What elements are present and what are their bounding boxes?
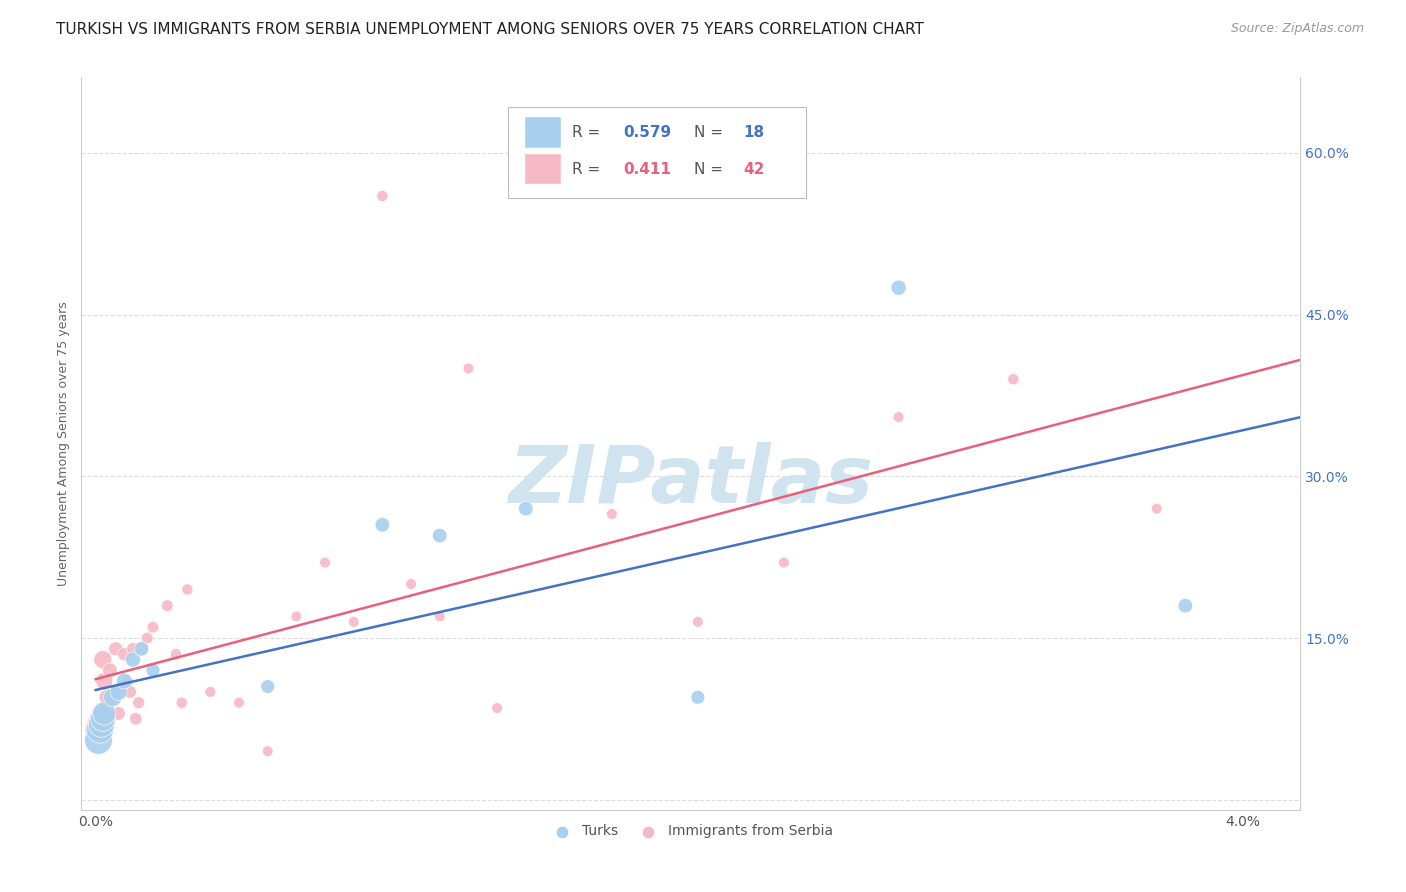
Text: 42: 42	[744, 161, 765, 177]
Point	[136, 631, 159, 645]
Point	[429, 609, 451, 624]
Point	[98, 664, 121, 678]
Point	[429, 528, 451, 542]
Text: Source: ZipAtlas.com: Source: ZipAtlas.com	[1230, 22, 1364, 36]
Point	[256, 744, 278, 758]
Point	[371, 517, 394, 532]
Point	[399, 577, 422, 591]
Point	[128, 696, 150, 710]
Point	[86, 723, 108, 737]
Point	[371, 189, 394, 203]
Point	[165, 647, 187, 661]
Point	[118, 685, 141, 699]
Text: 0.579: 0.579	[624, 125, 672, 140]
Point	[110, 685, 132, 699]
Point	[515, 501, 537, 516]
FancyBboxPatch shape	[508, 107, 807, 198]
Point	[142, 620, 165, 634]
Point	[101, 690, 124, 705]
Point	[176, 582, 198, 597]
Point	[156, 599, 179, 613]
Point	[1002, 372, 1025, 386]
Point	[89, 723, 111, 737]
Text: R =: R =	[572, 125, 606, 140]
Point	[131, 641, 153, 656]
Point	[773, 556, 796, 570]
Point	[89, 712, 111, 726]
Point	[1174, 599, 1197, 613]
Point	[131, 641, 153, 656]
Point	[486, 701, 509, 715]
Point	[112, 674, 135, 689]
Point	[90, 706, 112, 721]
Point	[285, 609, 308, 624]
Point	[343, 615, 366, 629]
Point	[87, 717, 110, 731]
Point	[104, 641, 127, 656]
Text: N =: N =	[695, 161, 728, 177]
Point	[125, 712, 148, 726]
Text: 0.411: 0.411	[624, 161, 672, 177]
Point	[90, 717, 112, 731]
Point	[107, 706, 129, 721]
Point	[170, 696, 193, 710]
Point	[228, 696, 250, 710]
Point	[112, 647, 135, 661]
Point	[457, 361, 479, 376]
Point	[600, 507, 623, 521]
Text: TURKISH VS IMMIGRANTS FROM SERBIA UNEMPLOYMENT AMONG SENIORS OVER 75 YEARS CORRE: TURKISH VS IMMIGRANTS FROM SERBIA UNEMPL…	[56, 22, 924, 37]
Point	[122, 641, 145, 656]
FancyBboxPatch shape	[524, 153, 561, 185]
Point	[93, 674, 115, 689]
Point	[107, 685, 129, 699]
Point	[115, 674, 138, 689]
Point	[87, 733, 110, 747]
Point	[314, 556, 336, 570]
Point	[887, 280, 910, 294]
Point	[200, 685, 222, 699]
Text: R =: R =	[572, 161, 610, 177]
Point	[142, 664, 165, 678]
Point	[91, 712, 114, 726]
Point	[887, 410, 910, 425]
Point	[256, 680, 278, 694]
Point	[101, 690, 124, 705]
Point	[1146, 501, 1168, 516]
Text: N =: N =	[695, 125, 728, 140]
Legend: Turks, Immigrants from Serbia: Turks, Immigrants from Serbia	[543, 819, 838, 844]
Y-axis label: Unemployment Among Seniors over 75 years: Unemployment Among Seniors over 75 years	[58, 301, 70, 586]
Text: ZIPatlas: ZIPatlas	[508, 442, 873, 520]
Point	[91, 652, 114, 666]
Point	[93, 706, 115, 721]
Point	[686, 615, 709, 629]
Point	[96, 690, 118, 705]
Text: 18: 18	[744, 125, 765, 140]
Point	[686, 690, 709, 705]
FancyBboxPatch shape	[524, 117, 561, 148]
Point	[122, 652, 145, 666]
